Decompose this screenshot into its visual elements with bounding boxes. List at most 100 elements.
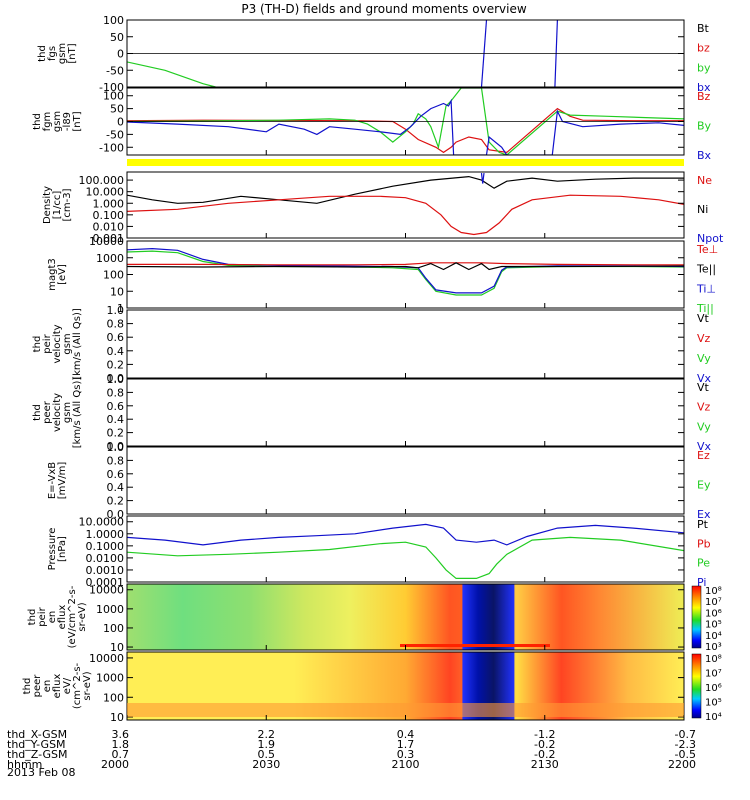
y-tick-label: 10.000 bbox=[86, 186, 125, 199]
footer-value: 1.8 bbox=[112, 738, 130, 751]
y-axis-label: -l89 bbox=[62, 112, 73, 131]
y-tick-label: 10 bbox=[110, 641, 124, 654]
y-axis-label: [mV/m] bbox=[57, 462, 68, 500]
legend-Pi: Pi bbox=[697, 576, 706, 589]
footer-row-label: thd_Z-GSM bbox=[7, 748, 67, 761]
legend-Ne: Ne bbox=[697, 174, 712, 187]
y-axis-label: [cm-3] bbox=[62, 188, 73, 221]
y-axis-label: thd bbox=[32, 404, 43, 421]
series-Te⊥ bbox=[127, 262, 684, 266]
y-axis-label: fgs bbox=[47, 46, 58, 61]
panel-temperature: 10000 1000 100 10 1 magt3 [eV] Te⊥ Te|| Ti⊥ Ti|| bbox=[47, 235, 718, 315]
y-axis-label: fgm bbox=[42, 112, 53, 132]
y-tick-label: 1000 bbox=[96, 252, 124, 265]
legend-by: by bbox=[697, 61, 711, 74]
y-tick-label: 10 bbox=[110, 711, 124, 724]
panel-fgs: 100 50 0 -50 -100 thd fgs gsm [nT] Bt bz by bx bbox=[37, 14, 711, 94]
y-axis-label: E=-VxB bbox=[47, 462, 58, 499]
y-tick-label: 0.0 bbox=[107, 440, 125, 453]
y-tick-label: 0.8 bbox=[107, 386, 125, 399]
y-tick-label: 0.4 bbox=[107, 481, 125, 494]
y-axis-label: en bbox=[42, 680, 53, 693]
y-tick-label: 0.6 bbox=[107, 331, 125, 344]
y-tick-label: 0.0010 bbox=[86, 564, 125, 577]
y-tick-label: 0.2 bbox=[107, 358, 125, 371]
legend-Ex: Ex bbox=[697, 508, 711, 521]
y-tick-label: 10000 bbox=[89, 235, 124, 248]
y-axis-label: gsm bbox=[52, 111, 63, 132]
footer-row-label: hhmm bbox=[7, 758, 42, 771]
y-axis-label: gsm bbox=[62, 333, 73, 354]
footer-value: 0.5 bbox=[258, 748, 276, 761]
y-tick-label: 0.6 bbox=[107, 468, 125, 481]
footer-value: 0.3 bbox=[397, 748, 415, 761]
legend-Vz: Vz bbox=[697, 332, 711, 345]
colorbar-tick: 10⁶ bbox=[705, 683, 722, 694]
legend-Vx: Vx bbox=[697, 440, 712, 453]
y-tick-label: 0.6 bbox=[107, 400, 125, 413]
y-axis-label: magt3 bbox=[47, 258, 58, 291]
y-tick-label: -100 bbox=[99, 81, 124, 94]
y-axis-label: peir bbox=[37, 606, 48, 626]
colorbar-tick: 10⁴ bbox=[705, 712, 722, 723]
legend-Vt: Vt bbox=[697, 312, 710, 325]
legend-Pe: Pe bbox=[697, 557, 710, 570]
legend-bx: bx bbox=[697, 81, 711, 94]
spectrogram-image bbox=[127, 584, 684, 650]
y-tick-label: 50 bbox=[110, 103, 124, 116]
y-axis-label: peir bbox=[42, 333, 53, 353]
legend-Bx: Bx bbox=[697, 149, 712, 162]
legend-Pb: Pb bbox=[697, 537, 711, 550]
series-Npot bbox=[480, 173, 485, 184]
panel-frame bbox=[126, 309, 685, 379]
y-tick-label: 1 bbox=[117, 302, 124, 315]
colorbar bbox=[691, 653, 702, 719]
data-quality-bar bbox=[127, 159, 684, 166]
date-label: 2013 Feb 08 bbox=[7, 766, 75, 779]
y-tick-label: 100 bbox=[103, 691, 124, 704]
footer-value: 1.7 bbox=[397, 738, 415, 751]
y-axis-label: [nPa] bbox=[57, 536, 68, 562]
y-tick-label: 10000 bbox=[89, 584, 124, 597]
y-tick-label: 10 bbox=[110, 285, 124, 298]
y-tick-label: 100 bbox=[103, 269, 124, 282]
y-axis-label: (eV/cm^2-s- bbox=[67, 585, 78, 648]
y-axis-label: thd bbox=[22, 678, 33, 695]
footer-value: 1.9 bbox=[258, 738, 276, 751]
y-axis-label: [km/s (All Qs)] bbox=[72, 308, 83, 380]
y-tick-label: 10000 bbox=[89, 652, 124, 665]
legend-Ni: Ni bbox=[697, 203, 708, 216]
legend-bz: bz bbox=[697, 42, 710, 55]
y-axis-label: Density bbox=[42, 186, 53, 224]
legend-Vy: Vy bbox=[697, 352, 711, 365]
series-Pt bbox=[127, 523, 684, 546]
footer-value: -1.2 bbox=[534, 728, 555, 741]
footer-value: -0.7 bbox=[675, 728, 696, 741]
y-axis-label: [km/s (All Qs)] bbox=[72, 377, 83, 449]
colorbar-tick: 10⁸ bbox=[705, 586, 722, 597]
y-tick-label: 0.001 bbox=[93, 232, 125, 245]
footer-row-label: thd_Y-GSM bbox=[7, 738, 66, 751]
y-tick-label: 0.2 bbox=[107, 495, 125, 508]
colorbar-tick: 10³ bbox=[705, 642, 722, 653]
y-axis-label: gsm bbox=[57, 43, 68, 64]
footer-value: 2130 bbox=[531, 758, 559, 771]
colorbar-tick: 10⁵ bbox=[705, 620, 722, 631]
legend-Bz: Bz bbox=[697, 90, 711, 103]
y-axis-label: eflux bbox=[57, 605, 68, 630]
legend-Pt: Pt bbox=[697, 518, 709, 531]
y-tick-label: 0 bbox=[117, 116, 124, 129]
series-Pe bbox=[127, 536, 684, 579]
series-Ti⊥ bbox=[127, 247, 684, 294]
spectrogram-low-energy-band bbox=[127, 703, 684, 717]
y-tick-label: 0.0 bbox=[107, 372, 125, 385]
y-tick-label: 50 bbox=[110, 31, 124, 44]
footer-value: 2000 bbox=[101, 758, 129, 771]
panel-frame bbox=[126, 378, 685, 447]
legend-Npot: Npot bbox=[697, 232, 724, 245]
